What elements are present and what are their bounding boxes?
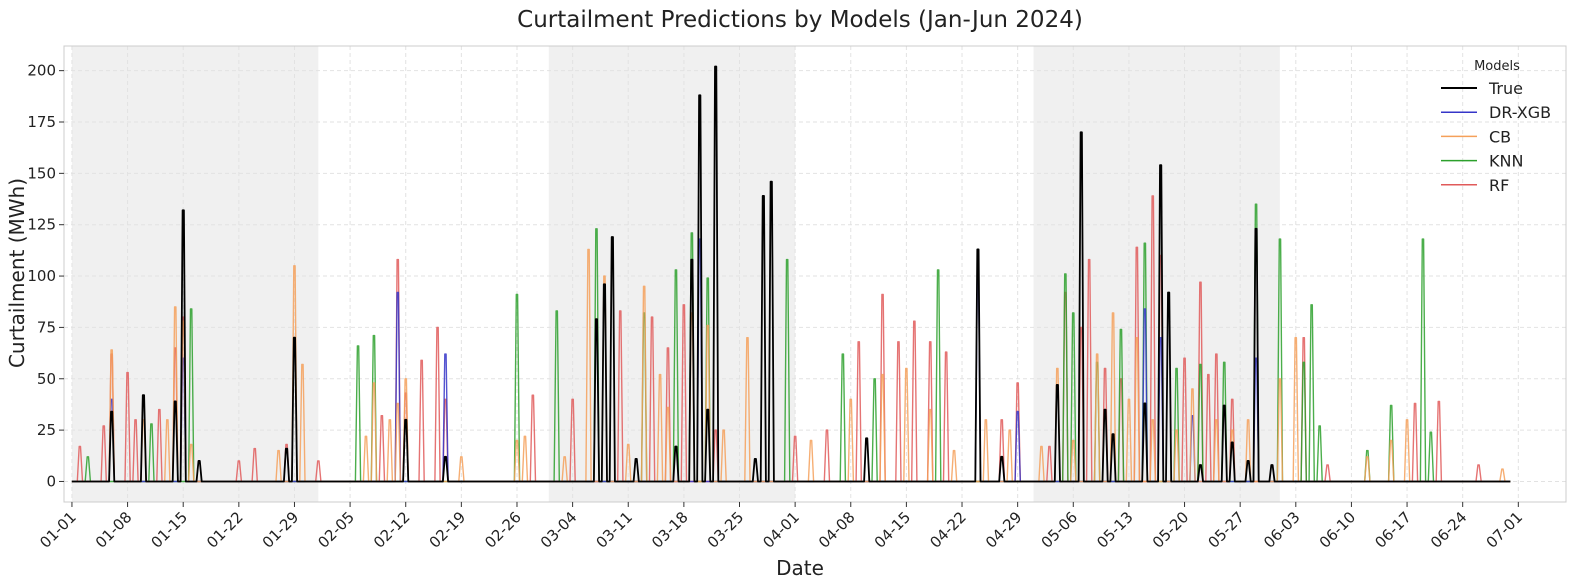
shaded-period-0 bbox=[71, 46, 319, 502]
x-tick-label-4: 01-29 bbox=[259, 508, 303, 552]
chart-title: Curtailment Predictions by Models (Jan-J… bbox=[517, 7, 1083, 33]
x-tick-label-20: 05-20 bbox=[1149, 508, 1193, 552]
x-tick-label-12: 03-25 bbox=[704, 508, 748, 552]
x-tick-label-24: 06-17 bbox=[1371, 508, 1415, 552]
x-axis-ticks: 01-01 01-08 01-15 01-22 01-29 02-05 02-12 02-19… bbox=[36, 502, 1526, 552]
x-tick-label-23: 06-10 bbox=[1316, 508, 1360, 552]
shaded-period-2 bbox=[1033, 46, 1280, 502]
y-tick-label-2: 50 bbox=[37, 370, 56, 388]
x-tick-label-1: 01-08 bbox=[92, 508, 136, 552]
x-tick-label-26: 07-01 bbox=[1483, 508, 1527, 552]
y-tick-label-5: 125 bbox=[27, 216, 56, 234]
legend-title: Models bbox=[1474, 59, 1520, 74]
x-tick-label-6: 02-12 bbox=[370, 508, 414, 552]
x-tick-label-21: 05-27 bbox=[1204, 508, 1248, 552]
y-tick-label-0: 0 bbox=[46, 472, 56, 490]
x-tick-label-10: 03-11 bbox=[593, 508, 637, 552]
x-tick-label-19: 05-13 bbox=[1093, 508, 1137, 552]
plot-area-frame bbox=[63, 45, 1567, 503]
series-line-knn bbox=[71, 203, 1511, 483]
y-tick-label-6: 150 bbox=[27, 164, 56, 182]
x-tick-label-3: 01-22 bbox=[203, 508, 247, 552]
x-tick-label-14: 04-08 bbox=[815, 508, 859, 552]
x-tick-label-15: 04-15 bbox=[871, 508, 915, 552]
x-tick-label-2: 01-15 bbox=[147, 508, 191, 552]
legend: Models True DR-XGB CB KNN RF bbox=[1441, 59, 1551, 195]
legend-label-cb: CB bbox=[1489, 127, 1511, 146]
x-tick-label-16: 04-22 bbox=[926, 508, 970, 552]
x-axis-title: Date bbox=[776, 556, 824, 580]
x-tick-label-7: 02-19 bbox=[426, 508, 470, 552]
y-axis-ticks: 0 25 50 75 100 125 150 175 200 bbox=[27, 62, 64, 490]
x-tick-label-5: 02-05 bbox=[314, 508, 358, 552]
legend-label-dr-xgb: DR-XGB bbox=[1489, 103, 1551, 122]
grid-lines bbox=[64, 46, 1566, 502]
legend-label-rf: RF bbox=[1489, 176, 1509, 195]
y-axis-title: Curtailment (MWh) bbox=[5, 178, 29, 368]
x-tick-label-0: 01-01 bbox=[36, 508, 80, 552]
y-tick-label-8: 200 bbox=[27, 62, 56, 80]
x-tick-label-17: 04-29 bbox=[982, 508, 1026, 552]
x-tick-label-25: 06-24 bbox=[1427, 508, 1471, 552]
x-tick-label-9: 03-04 bbox=[537, 508, 581, 552]
x-tick-label-22: 06-03 bbox=[1260, 508, 1304, 552]
y-tick-label-3: 75 bbox=[37, 318, 56, 336]
legend-label-true: True bbox=[1488, 79, 1523, 98]
legend-label-knn: KNN bbox=[1489, 152, 1523, 171]
x-tick-label-18: 05-06 bbox=[1038, 508, 1082, 552]
series-line-true bbox=[71, 65, 1511, 483]
y-tick-label-1: 25 bbox=[37, 421, 56, 439]
y-tick-label-4: 100 bbox=[27, 267, 56, 285]
x-tick-label-8: 02-26 bbox=[481, 508, 525, 552]
series-lines bbox=[71, 65, 1511, 483]
y-tick-label-7: 175 bbox=[27, 113, 56, 131]
x-tick-label-13: 04-01 bbox=[759, 508, 803, 552]
x-tick-label-11: 03-18 bbox=[648, 508, 692, 552]
